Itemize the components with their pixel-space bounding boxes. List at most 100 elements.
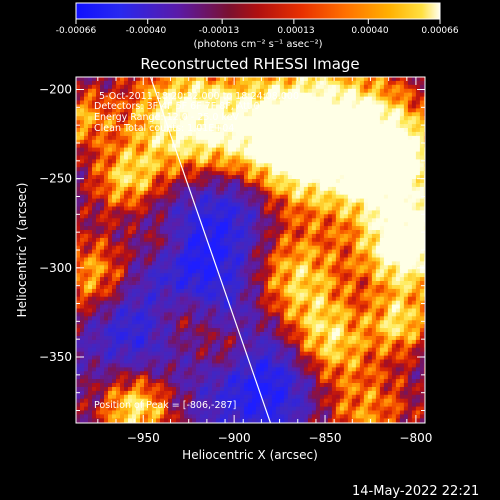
heatmap-cell bbox=[240, 167, 245, 172]
heatmap-cell bbox=[299, 230, 305, 235]
heatmap-cell bbox=[295, 124, 301, 129]
heatmap-cell bbox=[108, 194, 113, 200]
heatmap-cell bbox=[212, 124, 217, 129]
heatmap-cell bbox=[347, 245, 353, 251]
heatmap-cell bbox=[84, 112, 89, 117]
heatmap-cell bbox=[76, 92, 81, 98]
heatmap-cell bbox=[260, 206, 265, 211]
heatmap-cell bbox=[240, 124, 245, 129]
heatmap-cell bbox=[319, 292, 325, 298]
heatmap-cell bbox=[395, 198, 401, 204]
heatmap-cell bbox=[244, 214, 249, 219]
heatmap-cell bbox=[299, 194, 305, 200]
heatmap-cell bbox=[224, 233, 229, 239]
heatmap-cell bbox=[148, 120, 153, 125]
heatmap-cell bbox=[248, 288, 253, 294]
heatmap-cell bbox=[323, 139, 329, 145]
heatmap-cell bbox=[188, 96, 193, 102]
heatmap-cell bbox=[367, 128, 373, 133]
heatmap-cell bbox=[359, 135, 365, 141]
heatmap-cell bbox=[291, 218, 297, 223]
heatmap-cell bbox=[228, 245, 233, 251]
heatmap-cell bbox=[168, 296, 173, 302]
heatmap-cell bbox=[423, 92, 425, 98]
heatmap-cell bbox=[228, 139, 233, 145]
heatmap-cell bbox=[192, 155, 197, 160]
heatmap-cell bbox=[331, 206, 337, 211]
heatmap-cell bbox=[379, 135, 385, 141]
heatmap-cell bbox=[327, 269, 333, 274]
heatmap-cell bbox=[407, 179, 413, 184]
heatmap-cell bbox=[80, 206, 85, 211]
heatmap-cell bbox=[204, 139, 209, 145]
heatmap-cell bbox=[299, 186, 305, 192]
heatmap-cell bbox=[407, 202, 413, 208]
heatmap-cell bbox=[80, 261, 85, 266]
heatmap-cell bbox=[200, 253, 205, 259]
heatmap-cell bbox=[303, 237, 309, 243]
heatmap-cell bbox=[331, 226, 337, 231]
heatmap-cell bbox=[180, 253, 185, 259]
heatmap-cell bbox=[291, 241, 297, 247]
heatmap-cell bbox=[423, 190, 425, 196]
heatmap-cell bbox=[331, 179, 337, 184]
heatmap-cell bbox=[423, 139, 425, 145]
heatmap-cell bbox=[164, 206, 169, 211]
heatmap-cell bbox=[399, 288, 405, 294]
heatmap-cell bbox=[264, 288, 269, 294]
heatmap-cell bbox=[140, 139, 145, 145]
heatmap-cell bbox=[367, 139, 373, 145]
heatmap-cell bbox=[403, 249, 409, 255]
heatmap-cell bbox=[172, 296, 177, 302]
heatmap-cell bbox=[88, 285, 93, 290]
heatmap-cell bbox=[264, 265, 269, 270]
heatmap-cell bbox=[116, 218, 121, 223]
heatmap-cell bbox=[347, 155, 353, 160]
heatmap-cell bbox=[260, 143, 265, 149]
heatmap-cell bbox=[347, 214, 353, 219]
heatmap-cell bbox=[240, 80, 245, 86]
heatmap-cell bbox=[120, 230, 125, 235]
heatmap-cell bbox=[236, 285, 241, 290]
heatmap-cell bbox=[327, 253, 333, 259]
heatmap-cell bbox=[164, 116, 169, 121]
heatmap-cell bbox=[224, 179, 229, 184]
heatmap-cell bbox=[268, 296, 273, 302]
heatmap-cell bbox=[303, 261, 309, 266]
heatmap-cell bbox=[160, 120, 165, 125]
heatmap-cell bbox=[415, 288, 421, 294]
heatmap-cell bbox=[184, 296, 189, 302]
heatmap-cell bbox=[311, 163, 317, 168]
heatmap-cell bbox=[387, 269, 393, 274]
heatmap-cell bbox=[367, 277, 373, 282]
heatmap-cell bbox=[220, 77, 225, 82]
heatmap-cell bbox=[403, 233, 409, 239]
heatmap-cell bbox=[271, 128, 277, 133]
heatmap-cell bbox=[275, 84, 281, 90]
heatmap-cell bbox=[351, 281, 357, 286]
heatmap-cell bbox=[299, 92, 305, 98]
heatmap-cell bbox=[323, 269, 329, 274]
heatmap-cell bbox=[303, 112, 309, 117]
heatmap-cell bbox=[359, 218, 365, 223]
heatmap-cell bbox=[323, 233, 329, 239]
heatmap-cell bbox=[216, 277, 221, 282]
heatmap-cell bbox=[379, 202, 385, 208]
heatmap-cell bbox=[212, 108, 217, 113]
heatmap-cell bbox=[423, 237, 425, 243]
heatmap-cell bbox=[136, 167, 141, 172]
heatmap-cell bbox=[355, 198, 361, 204]
heatmap-cell bbox=[116, 88, 121, 94]
heatmap-cell bbox=[164, 202, 169, 208]
heatmap-cell bbox=[80, 151, 85, 157]
heatmap-cell bbox=[92, 116, 97, 121]
heatmap-cell bbox=[124, 210, 129, 215]
heatmap-cell bbox=[244, 237, 249, 243]
heatmap-cell bbox=[124, 100, 129, 105]
heatmap-cell bbox=[271, 210, 277, 215]
heatmap-cell bbox=[208, 77, 213, 82]
heatmap-cell bbox=[287, 273, 293, 278]
heatmap-cell bbox=[208, 182, 213, 188]
heatmap-cell bbox=[84, 285, 89, 290]
heatmap-cell bbox=[176, 296, 181, 302]
